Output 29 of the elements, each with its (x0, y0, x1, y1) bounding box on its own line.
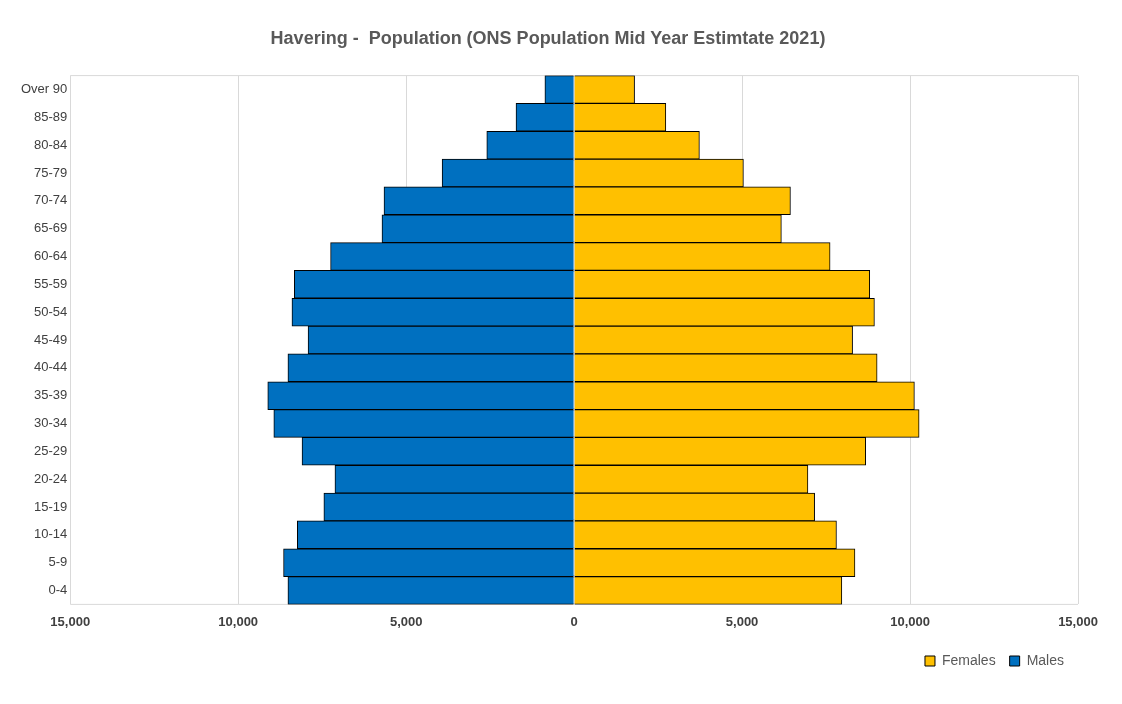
y-tick-label: 85-89 (33, 108, 68, 124)
x-tick-label: 0 (570, 613, 578, 629)
y-tick-label: 40-44 (33, 359, 68, 375)
y-tick-label: 80-84 (33, 136, 68, 152)
x-tick-label: 15,000 (1058, 613, 1098, 629)
legend-label: Females (941, 651, 996, 668)
y-tick-label: 55-59 (33, 275, 68, 291)
y-tick-label: 10-14 (33, 526, 68, 542)
y-tick-label: 70-74 (33, 192, 68, 208)
y-tick-label: 5-9 (48, 554, 68, 570)
y-tick-label: 50-54 (33, 303, 68, 319)
x-tick-label: 10,000 (890, 613, 930, 629)
chart-title: Havering - Population (ONS Population Mid Year Estimtate 2021) (270, 27, 826, 48)
y-tick-label: 35-39 (33, 387, 68, 403)
x-tick-label: 10,000 (218, 613, 259, 629)
x-tick-label: 5,000 (725, 613, 759, 629)
y-tick-label: 25-29 (33, 442, 68, 458)
y-tick-label: 45-49 (33, 331, 68, 347)
y-tick-label: 15-19 (33, 498, 68, 514)
x-tick-label: 5,000 (389, 613, 423, 629)
y-tick-label: 75-79 (33, 164, 68, 180)
x-tick-label: 15,000 (50, 613, 91, 629)
y-tick-label: 65-69 (33, 220, 68, 236)
y-tick-label: 20-24 (33, 470, 68, 486)
y-tick-label: Over 90 (20, 81, 68, 97)
y-tick-label: 30-34 (33, 415, 68, 431)
y-tick-label: 0-4 (48, 582, 68, 598)
y-tick-label: 60-64 (33, 248, 68, 264)
legend-label: Males (1026, 651, 1065, 668)
